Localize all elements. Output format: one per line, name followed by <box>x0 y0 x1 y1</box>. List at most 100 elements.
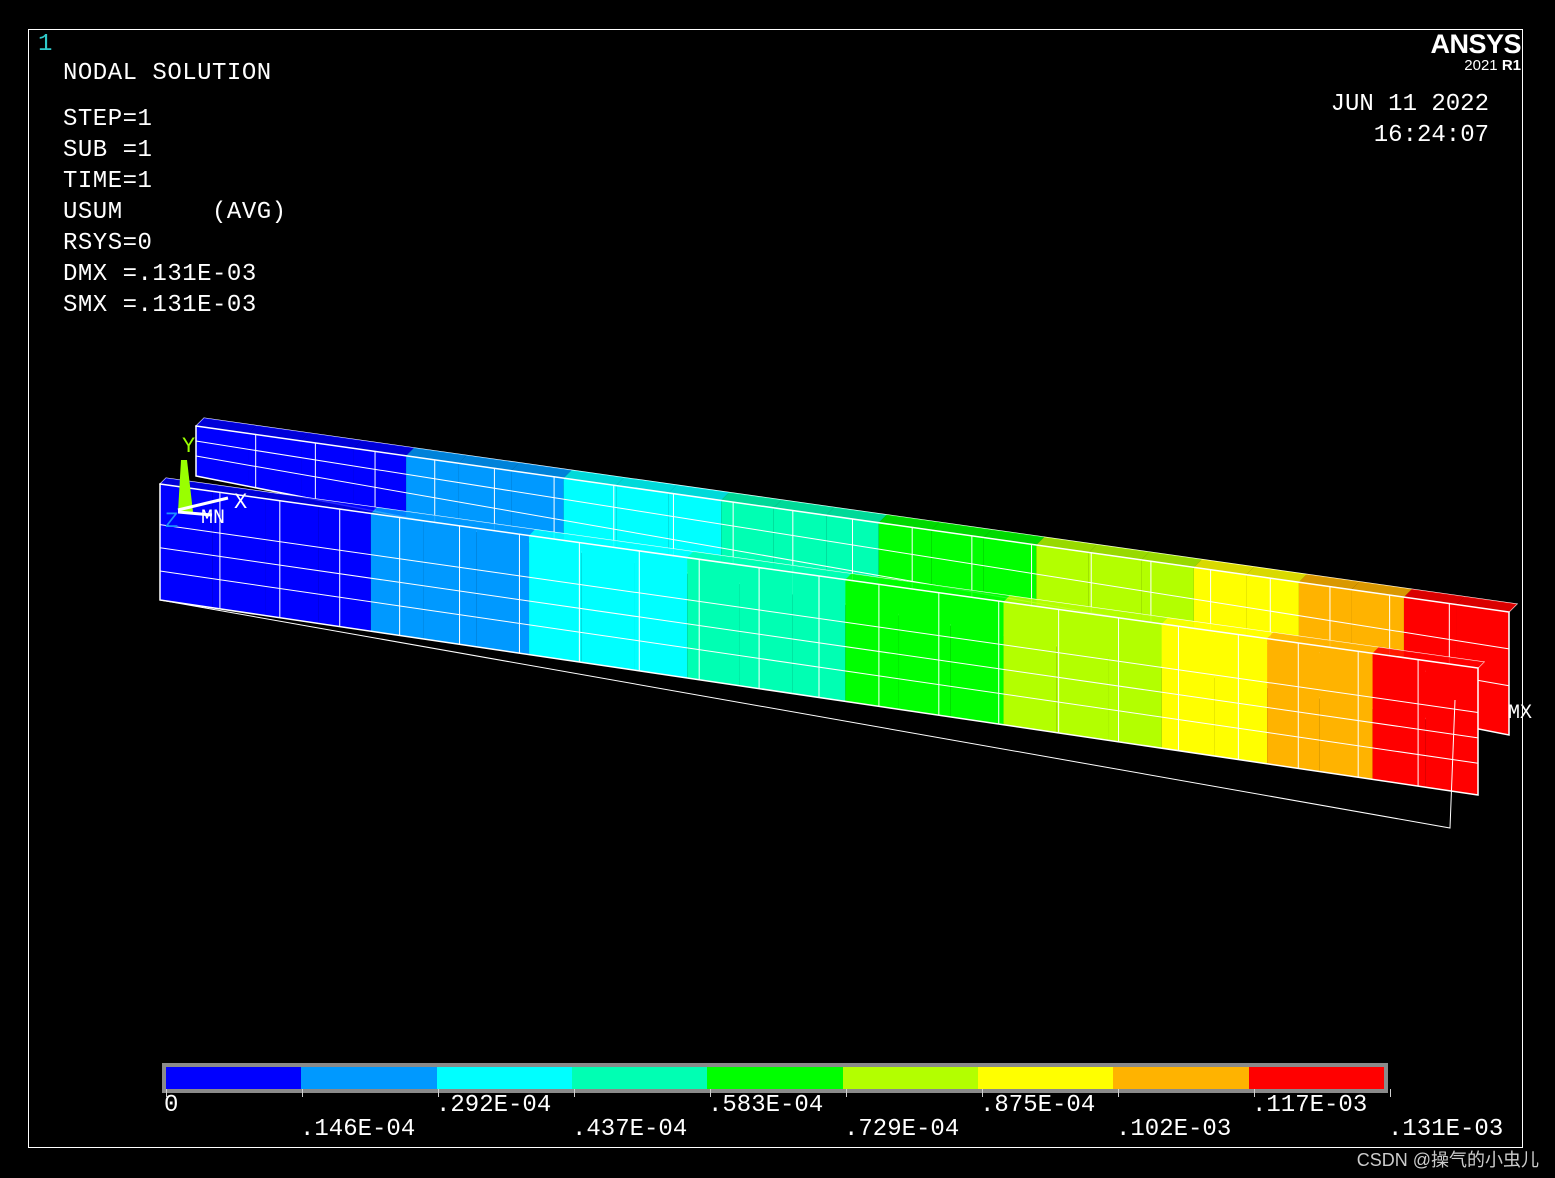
front-beam-top-band-10 <box>687 551 746 565</box>
back-beam-top-band-9 <box>668 484 730 501</box>
back-beam-top-band-0 <box>196 418 257 434</box>
front-beam-top-band-18 <box>1108 610 1168 624</box>
front-beam-top-band-23 <box>1372 647 1432 661</box>
legend-label-5: .729E-04 <box>844 1116 960 1143</box>
front-beam-contour-band-23 <box>1372 653 1426 788</box>
front-beam-contour-band-16 <box>1003 601 1057 733</box>
back-beam-top-band-10 <box>721 492 782 508</box>
legend-label-3: .437E-04 <box>572 1116 688 1143</box>
info-line-smx: SMX =.131E-03 <box>63 292 257 319</box>
front-beam-contour-band-13 <box>845 579 899 710</box>
plot-title: NODAL SOLUTION <box>63 60 272 87</box>
back-beam-top-band-23 <box>1403 589 1465 605</box>
legend-tick-4 <box>710 1089 711 1097</box>
front-beam-top-band-9 <box>634 544 694 558</box>
back-beam-top-band-2 <box>301 432 362 449</box>
legend-tick-9 <box>1390 1089 1391 1097</box>
back-beam-top-band-16 <box>1036 537 1097 553</box>
back-beam-top-band-13 <box>878 514 940 531</box>
legend-swatch-6 <box>977 1067 1114 1089</box>
front-beam-contour-band-18 <box>1108 616 1162 749</box>
time-label: 16:24:07 <box>1373 122 1489 149</box>
ansys-logo: ANSYS 2021 R1 <box>1430 30 1521 73</box>
triad-z-label: Z <box>165 509 178 534</box>
info-line-time: TIME=1 <box>63 168 153 195</box>
front-beam-top-band-20 <box>1214 625 1274 639</box>
front-beam-top-band-16 <box>1003 595 1063 610</box>
date-label: JUN 11 2022 <box>1330 91 1489 118</box>
legend-label-6: .875E-04 <box>980 1092 1096 1119</box>
front-beam-contour-band-14 <box>898 587 951 717</box>
front-beam-contour-band-8 <box>581 542 635 671</box>
z-axis-arrow <box>177 510 213 517</box>
back-beam-top-band-21 <box>1298 574 1360 590</box>
window-number: 1 <box>38 31 53 58</box>
front-beam-contour-band-21 <box>1267 638 1320 772</box>
front-beam-contour-band-2 <box>265 498 319 624</box>
back-beam-top-band-7 <box>563 470 625 486</box>
front-beam-top-band-12 <box>792 566 852 580</box>
legend-label-1: .146E-04 <box>300 1116 416 1143</box>
back-beam-contour-band-1 <box>248 433 302 497</box>
back-beam-top-band-20 <box>1246 566 1307 583</box>
info-line-usum: USUM (AVG) <box>63 199 287 226</box>
info-line-rsys: RSYS=0 <box>63 230 153 257</box>
back-beam-top-band-5 <box>458 455 520 471</box>
back-beam-top-band-8 <box>616 477 677 493</box>
back-beam-contour-band-5 <box>458 463 512 539</box>
triad-x-label: X <box>234 490 247 515</box>
back-beam-contour-band-3 <box>353 448 407 518</box>
legend-tick-7 <box>1118 1089 1119 1097</box>
back-beam-outline <box>195 425 1510 736</box>
legend-tick-1 <box>302 1089 303 1097</box>
back-beam-contour-band-0 <box>196 426 249 487</box>
legend-tick-6 <box>982 1089 983 1097</box>
front-beam-top-band-22 <box>1319 639 1379 654</box>
front-beam-contour-band-6 <box>476 528 530 655</box>
back-beam-top-band-22 <box>1351 581 1412 598</box>
back-beam-mesh-hline <box>195 440 1510 650</box>
legend-swatch-3 <box>571 1067 708 1089</box>
front-beam-mesh-hline <box>159 570 1479 764</box>
front-beam-top-band-3 <box>318 500 377 514</box>
front-beam-mesh-hline <box>159 524 1479 713</box>
legend-label-9: .131E-03 <box>1388 1116 1504 1143</box>
legend-tick-2 <box>438 1089 439 1097</box>
back-beam-top-band-17 <box>1088 544 1150 560</box>
front-beam-contour-band-9 <box>634 550 688 678</box>
back-beam-top-band-6 <box>511 462 572 479</box>
front-beam-contour-band-3 <box>318 506 371 632</box>
y-axis-arrow <box>178 460 193 512</box>
back-beam-top-band-14 <box>931 522 992 538</box>
front-beam-contour-band-4 <box>370 513 424 639</box>
legend-swatch-4 <box>707 1067 843 1089</box>
front-beam-contour-band-11 <box>739 564 793 694</box>
front-beam-top-band-2 <box>265 492 325 507</box>
front-beam-outline <box>159 483 1479 796</box>
front-beam-contour-band-22 <box>1319 645 1373 780</box>
front-beam-top-band-24 <box>1425 654 1484 668</box>
legend-label-2: .292E-04 <box>436 1092 552 1119</box>
legend-tick-5 <box>846 1089 847 1097</box>
back-beam-contour-band-4 <box>406 455 459 528</box>
back-beam-top-band-15 <box>983 529 1045 546</box>
front-beam-top-band-11 <box>739 558 799 573</box>
back-beam-top-band-12 <box>826 507 887 523</box>
front-beam-contour-band-15 <box>950 594 1004 725</box>
front-beam-top-band-7 <box>529 529 588 543</box>
front-beam-top-band-1 <box>212 485 272 499</box>
front-beam-top-band-8 <box>581 536 641 551</box>
front-beam-top-band-19 <box>1161 617 1221 632</box>
logo-release: R1 <box>1501 57 1521 74</box>
max-marker: MX <box>1508 702 1532 725</box>
x-axis-arrow <box>177 496 229 512</box>
legend-tick-0 <box>166 1089 167 1097</box>
front-beam-contour-band-19 <box>1161 623 1215 756</box>
legend-label-7: .102E-03 <box>1116 1116 1232 1143</box>
datetime-stamp: JUN 11 2022 16:24:07 <box>1331 89 1489 151</box>
front-beam-top-band-14 <box>898 581 957 595</box>
front-beam-top-band-21 <box>1267 632 1326 646</box>
contour-legend-bar <box>162 1063 1388 1093</box>
legend-label-0: 0 <box>164 1092 179 1119</box>
